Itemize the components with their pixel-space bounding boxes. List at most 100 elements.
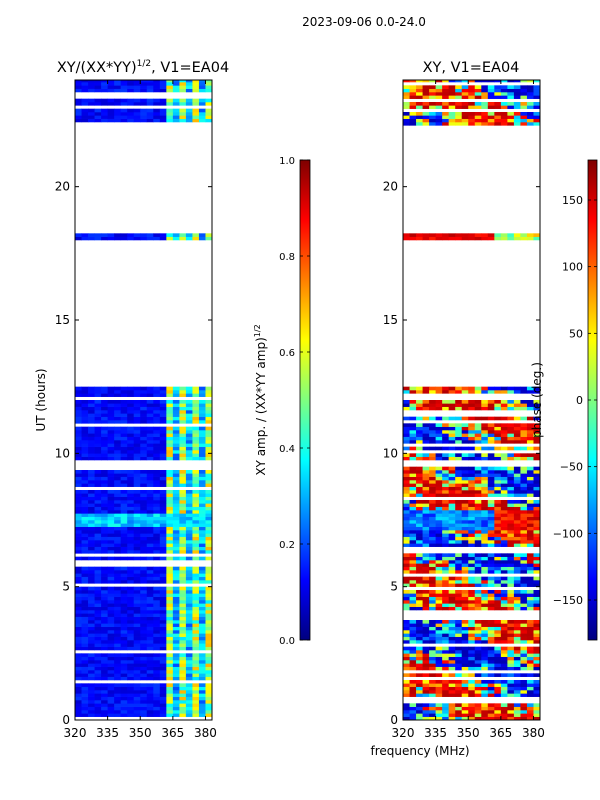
heatmap-cell [81, 713, 89, 717]
heatmap-cell [101, 516, 109, 521]
heatmap-cell [81, 236, 89, 241]
heatmap-cell [81, 643, 89, 647]
heatmap-cell [474, 623, 482, 627]
heatmap-cell [403, 533, 410, 537]
heatmap-cell [500, 576, 508, 581]
heatmap-cell [101, 393, 109, 397]
heatmap-cell [75, 573, 82, 577]
heatmap-cell [481, 570, 489, 574]
heatmap-cell [88, 426, 95, 431]
heatmap-cell [88, 676, 95, 681]
heatmap-cell [185, 236, 193, 241]
heatmap-cell [429, 510, 437, 514]
heatmap-cell [127, 390, 135, 394]
heatmap-cell [94, 476, 102, 481]
heatmap-cell [166, 236, 174, 241]
heatmap-cell [513, 606, 521, 611]
heatmap-cell [172, 570, 180, 574]
heatmap-cell [75, 543, 82, 547]
heatmap-cell [185, 633, 193, 637]
heatmap-cell [166, 480, 174, 484]
heatmap-cell [205, 406, 212, 411]
heatmap-cell [481, 92, 489, 96]
heatmap-cell [101, 430, 109, 434]
heatmap-cell [172, 676, 180, 681]
heatmap-cell [88, 430, 95, 434]
heatmap-cell [114, 666, 122, 671]
heatmap-cell [88, 88, 95, 93]
right-heatmap [403, 80, 540, 720]
heatmap-cell [513, 536, 521, 541]
heatmap-cell [133, 586, 141, 591]
heatmap-cell [442, 703, 450, 707]
heatmap-cell [153, 623, 161, 627]
heatmap-cell [494, 656, 502, 661]
heatmap-cell [474, 570, 482, 574]
heatmap-cell [192, 440, 200, 444]
heatmap-cell [114, 566, 122, 571]
heatmap-cell [403, 620, 410, 624]
heatmap-cell [153, 420, 161, 424]
heatmap-cell [205, 543, 212, 547]
heatmap-cell [520, 630, 528, 634]
heatmap-cell [422, 406, 430, 411]
heatmap-cell [140, 696, 148, 701]
heatmap-cell [422, 583, 430, 587]
heatmap-cell [133, 440, 141, 444]
heatmap-cell [153, 566, 161, 571]
heatmap-cell [481, 656, 489, 661]
heatmap-cell [448, 636, 456, 641]
heatmap-cell [468, 510, 476, 514]
heatmap-cell [140, 576, 148, 581]
heatmap-cell [179, 646, 187, 651]
heatmap-cell [153, 118, 161, 123]
heatmap-cell [94, 433, 102, 437]
heatmap-cell [172, 610, 180, 614]
heatmap-cell [127, 603, 135, 607]
heatmap-cell [468, 693, 476, 697]
heatmap-cell [455, 660, 463, 664]
heatmap-cell [422, 530, 430, 534]
heatmap-cell [500, 570, 508, 574]
heatmap-cell [487, 580, 495, 584]
heatmap-cell [513, 686, 521, 691]
heatmap-cell [500, 646, 508, 651]
heatmap-cell [533, 433, 540, 437]
heatmap-cell [526, 233, 534, 237]
heatmap-cell [94, 543, 102, 547]
heatmap-cell [81, 480, 89, 484]
heatmap-cell [448, 85, 456, 89]
heatmap-cell [192, 626, 200, 631]
heatmap-cell [179, 108, 187, 113]
heatmap-cell [507, 513, 515, 517]
heatmap-cell [533, 503, 540, 507]
heatmap-cell [172, 470, 180, 474]
heatmap-cell [448, 386, 456, 391]
heatmap-cell [185, 80, 193, 83]
heatmap-cell [133, 500, 141, 504]
heatmap-cell [474, 666, 482, 671]
heatmap-cell [94, 633, 102, 637]
heatmap-cell [192, 112, 200, 116]
heatmap-cell [500, 553, 508, 557]
heatmap-cell [114, 623, 122, 627]
heatmap-cell [481, 390, 489, 394]
heatmap-cell [507, 112, 515, 116]
heatmap-cell [461, 403, 469, 407]
heatmap-cell [520, 570, 528, 574]
heatmap-cell [146, 683, 154, 687]
heatmap-cell [127, 686, 135, 691]
heatmap-cell [153, 673, 161, 677]
heatmap-cell [153, 82, 161, 86]
heatmap-cell [107, 686, 115, 691]
heatmap-cell [500, 590, 508, 594]
heatmap-cell [205, 446, 212, 451]
heatmap-cell [120, 115, 128, 119]
heatmap-cell [172, 530, 180, 534]
heatmap-cell [185, 646, 193, 651]
heatmap-cell [159, 690, 167, 694]
heatmap-cell [140, 473, 148, 477]
heatmap-cell [520, 693, 528, 697]
heatmap-cell [494, 636, 502, 641]
heatmap-cell [533, 543, 540, 547]
